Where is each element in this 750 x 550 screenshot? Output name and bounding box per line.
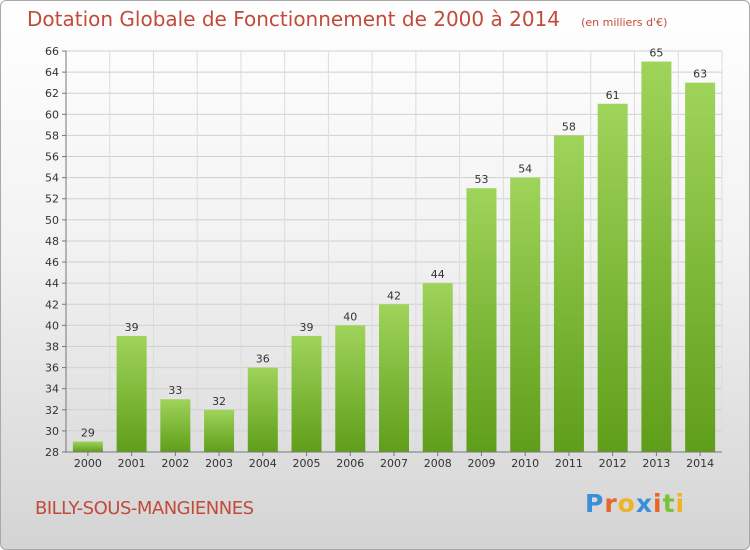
bar-value-label: 54 [518,163,532,176]
bar-value-label: 63 [693,68,707,81]
bar-value-label: 32 [212,395,226,408]
bar-value-label: 36 [256,353,270,366]
y-tick-label: 60 [45,108,59,121]
bar-value-label: 29 [81,426,95,439]
bar-value-label: 61 [606,89,620,102]
y-tick-label: 56 [45,151,59,164]
logo-letter: P [585,489,605,518]
x-tick-label: 2008 [424,457,452,470]
bar [553,135,584,452]
proxiti-logo: Proxiti [585,489,685,518]
commune-name: BILLY-SOUS-MANGIENNES [35,498,254,519]
y-tick-label: 50 [45,214,59,227]
x-tick-label: 2014 [686,457,714,470]
x-tick-label: 2001 [118,457,146,470]
x-tick-label: 2011 [555,457,583,470]
bar [291,335,322,452]
logo-letter: i [675,489,686,518]
y-tick-label: 54 [45,172,59,185]
bar-value-label: 39 [300,321,314,334]
bar [160,399,191,452]
y-tick-label: 62 [45,87,59,100]
logo-letter: o [617,489,636,518]
bar [204,409,235,452]
bar [116,335,147,452]
bar-value-label: 58 [562,120,576,133]
title-row: Dotation Globale de Fonctionnement de 20… [27,7,667,31]
x-tick-label: 2003 [205,457,233,470]
logo-letter: i [653,489,663,518]
bar-value-label: 65 [649,47,663,60]
x-tick-label: 2007 [380,457,408,470]
y-tick-label: 66 [45,45,59,58]
bar [685,82,716,452]
bar [335,325,366,452]
x-tick-label: 2002 [161,457,189,470]
bar [247,367,278,452]
x-tick-label: 2006 [336,457,364,470]
bar-value-label: 44 [431,268,445,281]
bar-value-label: 33 [168,384,182,397]
y-tick-label: 64 [45,66,59,79]
bar-value-label: 40 [343,310,357,323]
x-tick-label: 2000 [74,457,102,470]
y-tick-label: 30 [45,425,59,438]
y-tick-label: 46 [45,256,59,269]
x-tick-label: 2010 [511,457,539,470]
x-tick-label: 2004 [249,457,277,470]
bar [379,304,409,452]
bar [422,283,453,452]
chart-title: Dotation Globale de Fonctionnement de 20… [27,7,560,31]
logo-letter: r [604,489,618,518]
bar [597,103,628,453]
bar [72,441,103,452]
chart-unit: (en milliers d'€) [581,16,668,29]
bar [641,61,672,452]
logo-letter: t [662,489,676,518]
y-tick-label: 40 [45,319,59,332]
x-tick-label: 2009 [467,457,495,470]
x-tick-label: 2013 [642,457,670,470]
x-tick-label: 2012 [599,457,627,470]
bar [466,188,497,452]
y-tick-label: 58 [45,129,59,142]
y-tick-label: 52 [45,193,59,206]
bar-value-label: 53 [474,173,488,186]
y-tick-label: 36 [45,362,59,375]
y-tick-label: 34 [45,383,59,396]
x-tick-label: 2005 [293,457,321,470]
y-tick-label: 42 [45,298,59,311]
y-tick-label: 48 [45,235,59,248]
bar-value-label: 42 [387,289,401,302]
y-tick-label: 28 [45,446,59,459]
y-tick-label: 32 [45,404,59,417]
y-tick-label: 44 [45,277,59,290]
logo-letter: x [635,489,653,518]
bar [510,177,541,452]
y-tick-label: 38 [45,340,59,353]
bar-value-label: 39 [125,321,139,334]
